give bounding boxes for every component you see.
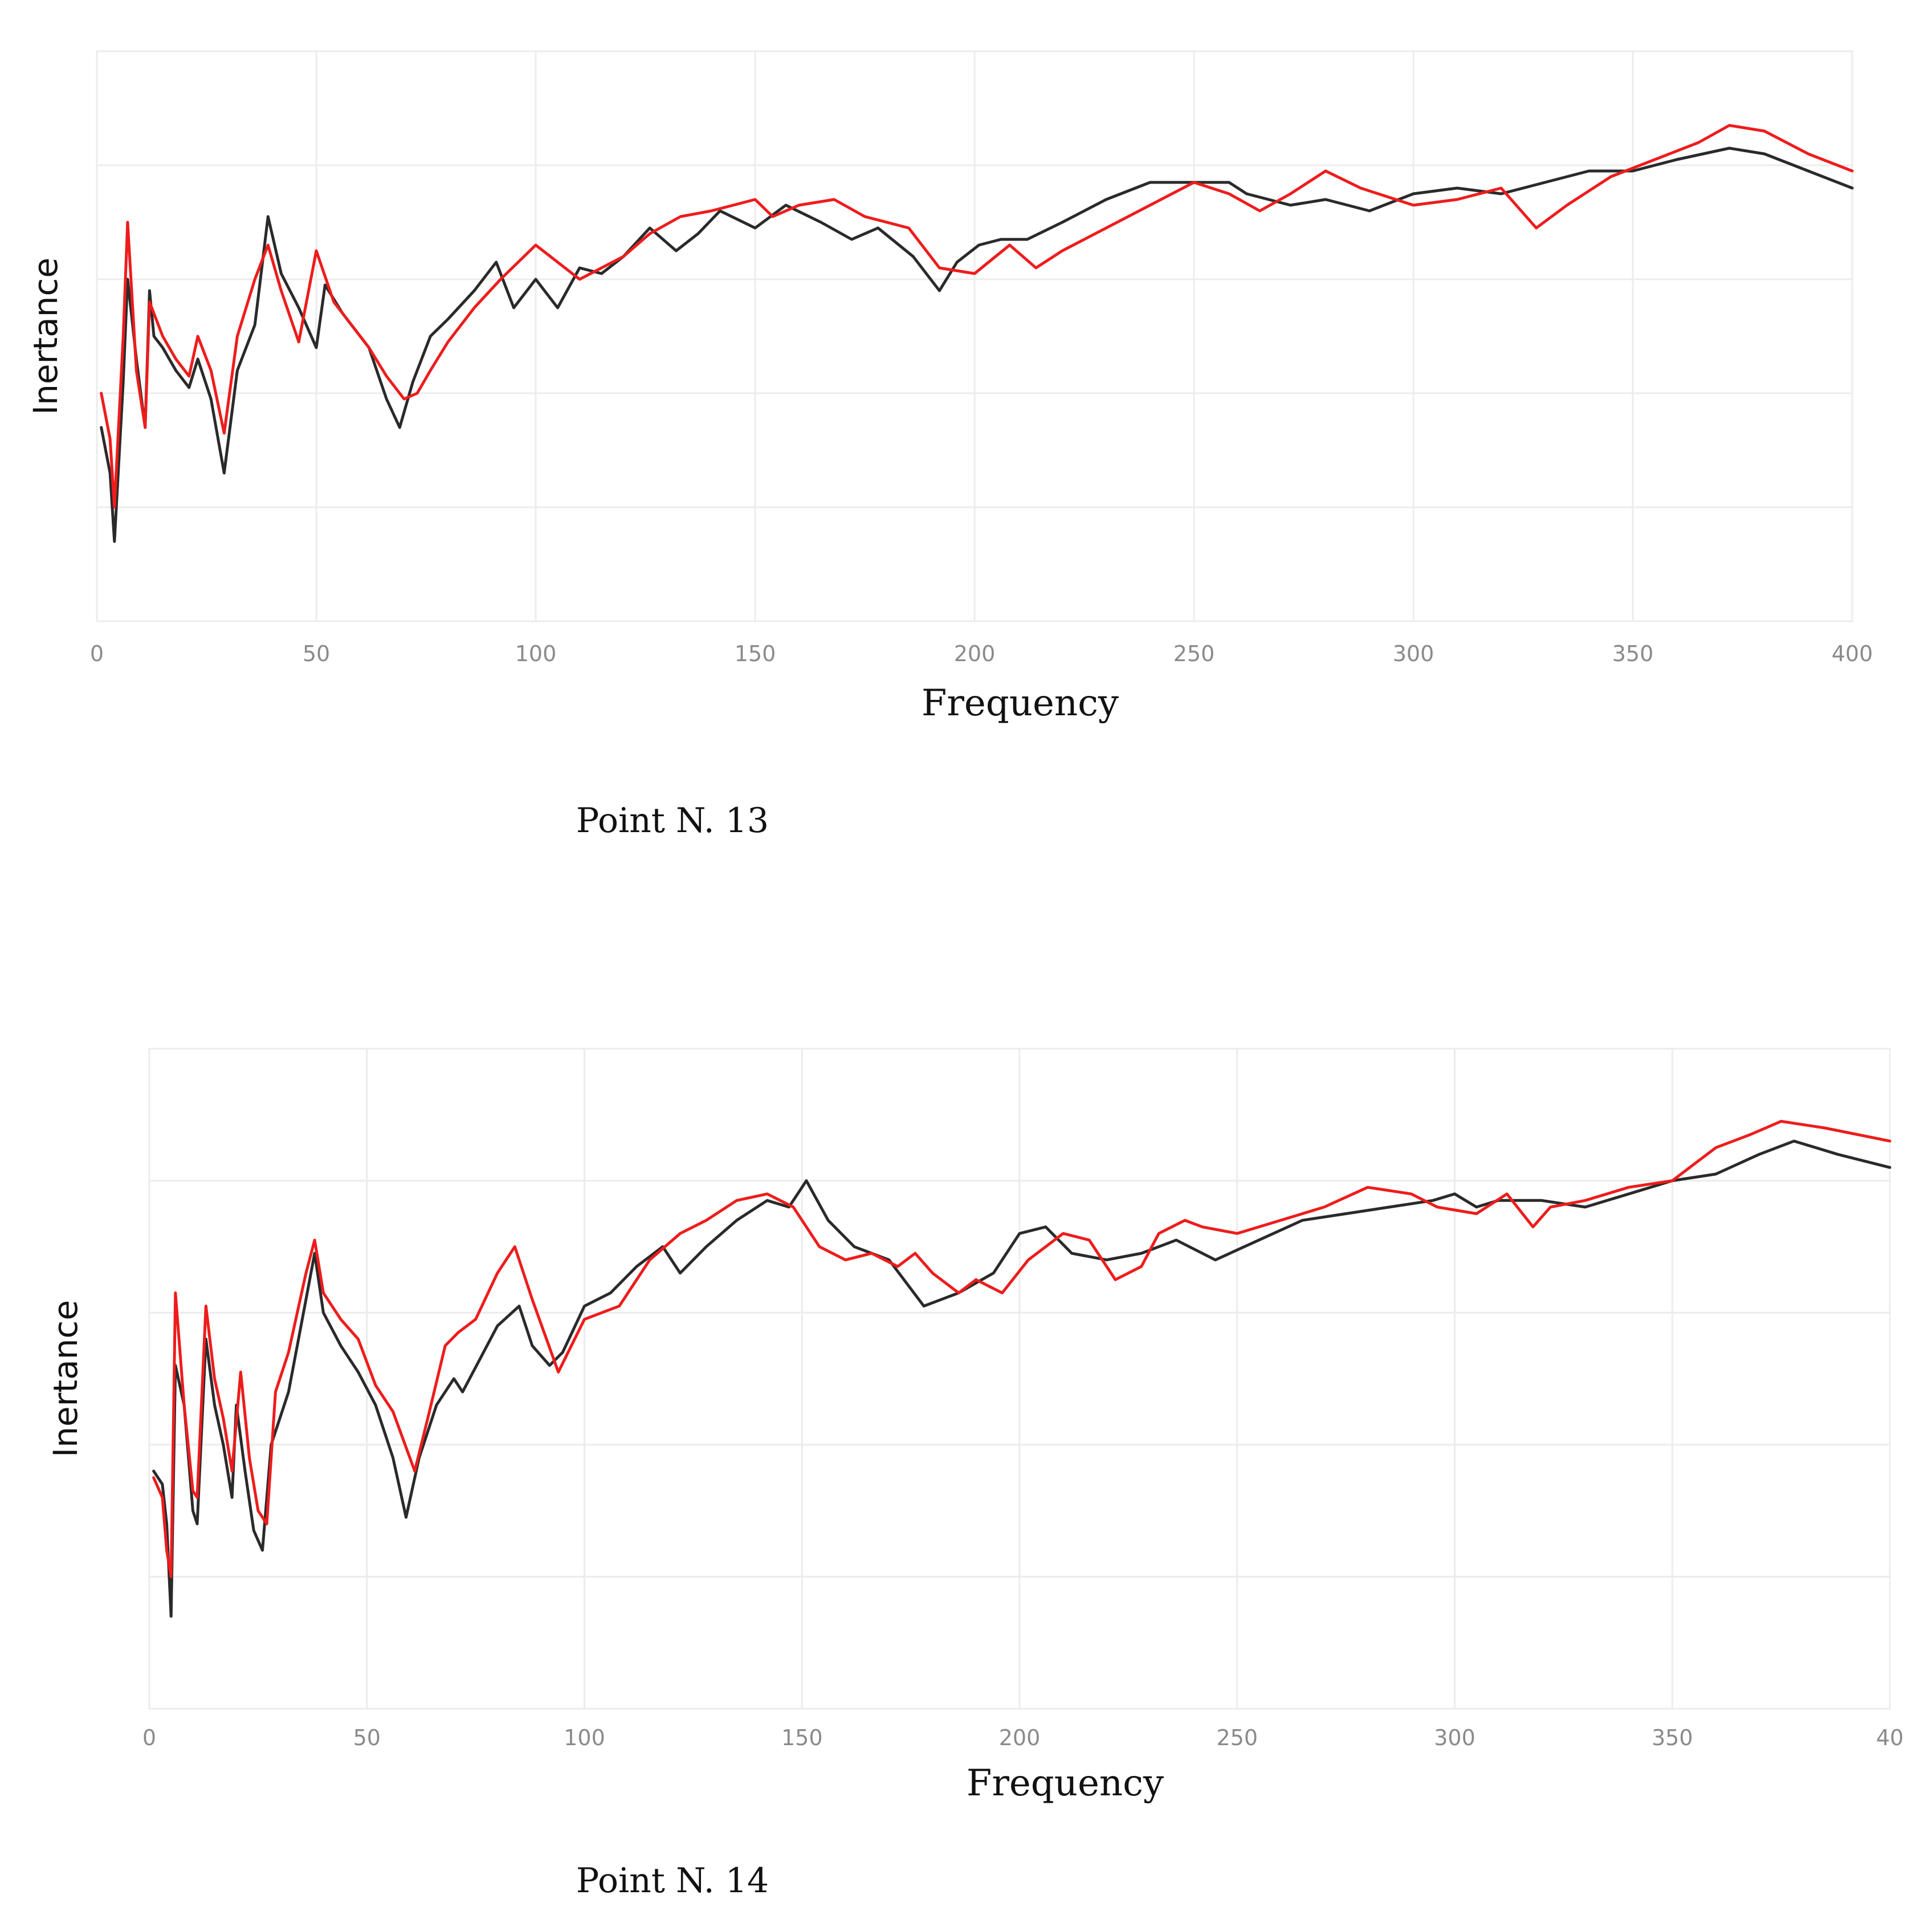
x-tick-label: 350: [1612, 641, 1654, 666]
series-line-2: [152, 1119, 1892, 1578]
x-axis-label: Frequency: [922, 682, 1119, 724]
x-tick-label: 0: [90, 641, 104, 666]
x-axis-label: Frequency: [967, 1762, 1164, 1804]
x-tick-label: 350: [1652, 1725, 1693, 1750]
x-tick-label: 40: [1876, 1725, 1904, 1750]
x-tick-label: 150: [735, 641, 776, 666]
x-tick-label: 300: [1393, 641, 1434, 666]
x-tick-label: 100: [515, 641, 557, 666]
x-tick-label: 200: [999, 1725, 1041, 1750]
chart-1: 0 50 100 150 200 250 300 350 400 Frequency Inertan…: [26, 50, 1873, 841]
x-tick-label: 0: [142, 1725, 156, 1750]
x-tick-label: 250: [1173, 641, 1215, 666]
x-tick-label: 300: [1434, 1725, 1476, 1750]
chart-caption: Point N. 13: [576, 801, 769, 841]
x-tick-label: 400: [1832, 641, 1873, 666]
series-line-2: [100, 124, 1854, 509]
series-line-1: [100, 146, 1854, 543]
y-axis-label: Inertance: [46, 1300, 85, 1457]
x-tick-label: 200: [954, 641, 996, 666]
x-tick-label: 100: [564, 1725, 605, 1750]
x-tick-label: 250: [1216, 1725, 1258, 1750]
series-line-1: [152, 1139, 1892, 1618]
chart-caption: Point N. 14: [576, 1861, 769, 1901]
y-axis-label: Inertance: [26, 258, 65, 415]
x-tick-label: 50: [303, 641, 330, 666]
chart-2: 0 50 100 150 200 250 300 350 40 Frequency Inertanc…: [46, 1048, 1904, 1901]
x-tick-label: 150: [781, 1725, 823, 1750]
x-tick-label: 50: [353, 1725, 381, 1750]
